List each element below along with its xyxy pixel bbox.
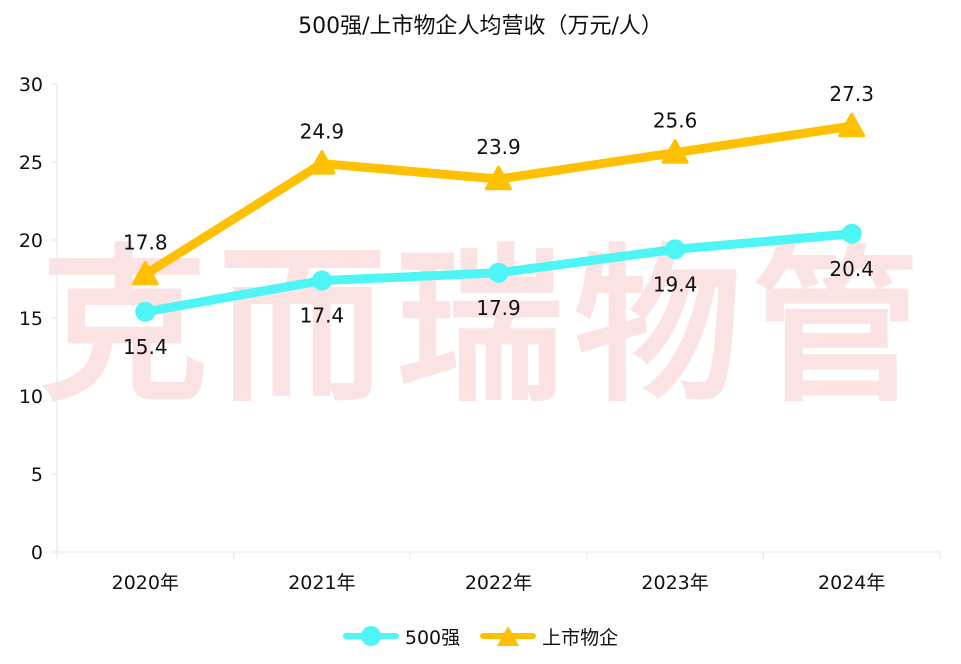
- legend: 500强 上市物企: [0, 622, 961, 650]
- legend-label-listed: 上市物企: [542, 626, 619, 649]
- legend-marker-circle: [360, 626, 381, 646]
- x-tick-label: 2021年: [288, 572, 355, 594]
- y-tick-label: 10: [19, 386, 43, 408]
- legend-label-500: 500强: [404, 626, 461, 649]
- data-label: 17.9: [476, 296, 521, 320]
- y-tick-label: 5: [31, 464, 43, 486]
- data-point: [311, 270, 332, 291]
- y-tick-label: 25: [19, 152, 43, 174]
- data-point: [485, 165, 512, 191]
- y-tick-label: 0: [31, 542, 43, 564]
- y-tick-label: 15: [19, 308, 43, 330]
- data-point: [841, 223, 862, 244]
- data-point: [131, 260, 159, 286]
- x-tick-label: 2023年: [641, 572, 708, 594]
- data-label: 24.9: [300, 120, 345, 144]
- data-point: [661, 139, 689, 164]
- chart-title: 500强/上市物企人均营收（万元/人）: [298, 14, 663, 39]
- y-tick-label: 30: [19, 74, 43, 96]
- data-point: [665, 239, 686, 260]
- plot-area: 0 5 10 15 20 25 30 2020年 2021年 2022年 2023年 2024年 15.…: [19, 74, 941, 594]
- x-tick-label: 2024年: [818, 572, 885, 594]
- data-label: 20.4: [829, 257, 874, 281]
- data-point: [838, 112, 866, 138]
- x-tick-label: 2022年: [465, 572, 532, 594]
- legend-swatch-500: [342, 626, 399, 646]
- data-label: 17.8: [123, 230, 168, 254]
- legend-item-listed[interactable]: 上市物企: [480, 623, 618, 650]
- legend-item-500[interactable]: 500强: [342, 623, 461, 650]
- data-label: 15.4: [123, 335, 168, 359]
- x-tick-label: 2020年: [112, 572, 179, 594]
- y-tick-label: 20: [19, 230, 43, 252]
- data-label: 23.9: [476, 135, 521, 159]
- data-label: 25.6: [653, 109, 698, 133]
- data-point: [488, 262, 509, 283]
- data-point: [308, 150, 336, 175]
- legend-marker-triangle: [497, 626, 520, 646]
- data-label: 17.4: [300, 304, 345, 328]
- legend-swatch-listed: [480, 626, 537, 646]
- data-label: 27.3: [829, 82, 874, 106]
- data-label: 19.4: [653, 272, 698, 296]
- data-point: [135, 301, 156, 322]
